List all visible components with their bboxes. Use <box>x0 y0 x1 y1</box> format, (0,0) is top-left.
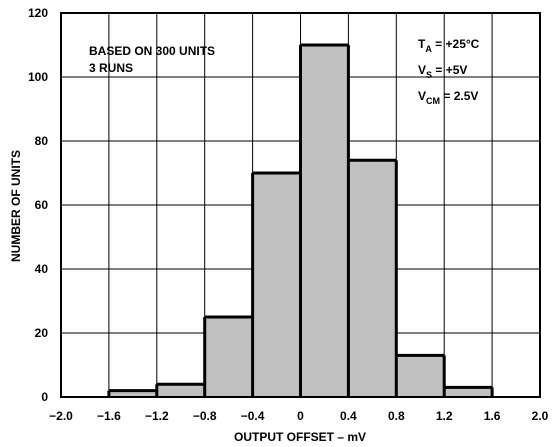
test-condition: VS = +5V <box>418 63 467 80</box>
y-tick-label: 100 <box>28 70 48 84</box>
histogram-bar <box>300 45 349 397</box>
test-condition: TA = +25°C <box>418 37 480 54</box>
histogram-bar <box>252 173 301 397</box>
histogram-bar <box>348 160 397 397</box>
histogram-bar <box>396 355 445 397</box>
y-axis-title: NUMBER OF UNITS <box>9 150 23 262</box>
x-tick-label: −0.4 <box>241 409 265 423</box>
x-tick-label: 0.4 <box>340 409 357 423</box>
x-axis-ticks: −2.0 −1.6 −1.2 −0.8 −0.4 0 0.4 0.8 1.2 1.6 2.0 <box>49 409 549 423</box>
plot-frame <box>60 12 541 398</box>
y-tick-label: 120 <box>28 6 48 20</box>
histogram-bar <box>444 387 493 397</box>
y-tick-label: 0 <box>41 390 48 404</box>
histogram-bar <box>108 390 157 397</box>
x-tick-label: 0 <box>297 409 304 423</box>
x-tick-label: 2.0 <box>532 409 549 423</box>
x-tick-label: −0.8 <box>193 409 217 423</box>
x-tick-label: 0.8 <box>388 409 405 423</box>
y-tick-label: 20 <box>35 326 49 340</box>
sample-note-line-2: 3 RUNS <box>89 61 133 75</box>
histogram-bar <box>156 384 205 397</box>
x-tick-label: −2.0 <box>49 409 73 423</box>
x-tick-label: 1.6 <box>484 409 501 423</box>
y-tick-label: 60 <box>35 198 49 212</box>
y-axis-ticks: 0 20 40 60 80 100 120 <box>28 6 48 404</box>
y-tick-label: 40 <box>35 262 49 276</box>
sample-note: BASED ON 300 UNITS 3 RUNS <box>89 44 215 75</box>
x-tick-label: 1.2 <box>436 409 453 423</box>
test-condition: VCM = 2.5V <box>418 89 478 106</box>
sample-note-line-1: BASED ON 300 UNITS <box>89 44 215 58</box>
test-conditions: TA = +25°C VS = +5V VCM = 2.5V <box>418 37 480 106</box>
x-axis-title: OUTPUT OFFSET – mV <box>234 430 366 444</box>
y-tick-label: 80 <box>35 134 49 148</box>
x-tick-label: −1.2 <box>145 409 169 423</box>
histogram-bar <box>204 317 253 397</box>
x-tick-label: −1.6 <box>97 409 121 423</box>
histogram-bars <box>107 43 494 397</box>
